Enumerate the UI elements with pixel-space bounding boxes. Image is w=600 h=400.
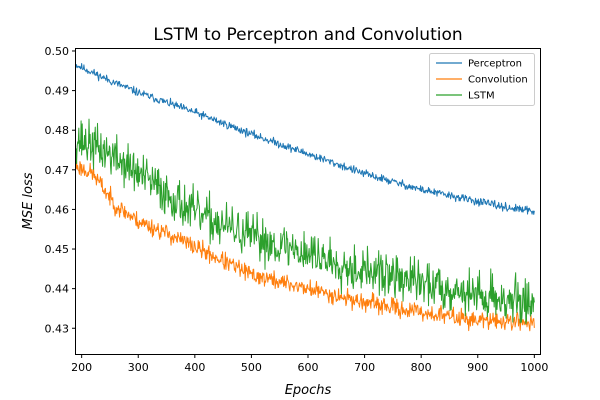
legend-label-lstm: LSTM (468, 91, 495, 102)
series-layer (75, 63, 535, 332)
x-tick-label: 700 (354, 361, 375, 374)
series-line-convolution (75, 160, 535, 332)
chart-title: LSTM to Perceptron and Convolution (153, 25, 462, 45)
y-tick-label: 0.44 (45, 283, 70, 296)
legend: Perceptron Convolution LSTM (429, 53, 535, 106)
x-axis-ticks: 200 300 400 500 600 700 800 900 1000 (71, 354, 548, 374)
x-tick-label: 200 (71, 361, 92, 374)
series-line-perceptron (75, 63, 535, 215)
x-tick-label: 1000 (520, 361, 548, 374)
y-axis-ticks: 0.43 0.44 0.45 0.46 0.47 0.48 0.49 0.50 (45, 45, 76, 335)
y-tick-label: 0.48 (45, 124, 70, 137)
legend-box (429, 53, 535, 106)
x-tick-label: 400 (184, 361, 205, 374)
series-line-lstm (75, 118, 535, 325)
y-tick-label: 0.43 (45, 322, 70, 335)
x-tick-label: 300 (128, 361, 149, 374)
y-tick-label: 0.45 (45, 243, 70, 256)
y-tick-label: 0.50 (45, 45, 70, 58)
x-axis-label: Epochs (285, 383, 332, 398)
x-tick-label: 500 (241, 361, 262, 374)
y-tick-label: 0.46 (45, 203, 70, 216)
legend-label-perceptron: Perceptron (468, 59, 522, 70)
x-tick-label: 800 (411, 361, 432, 374)
y-axis-label: MSE loss (21, 172, 36, 229)
legend-label-convolution: Convolution (468, 75, 528, 86)
y-tick-label: 0.49 (45, 85, 70, 98)
y-tick-label: 0.47 (45, 164, 70, 177)
x-tick-label: 600 (298, 361, 319, 374)
x-tick-label: 900 (467, 361, 488, 374)
